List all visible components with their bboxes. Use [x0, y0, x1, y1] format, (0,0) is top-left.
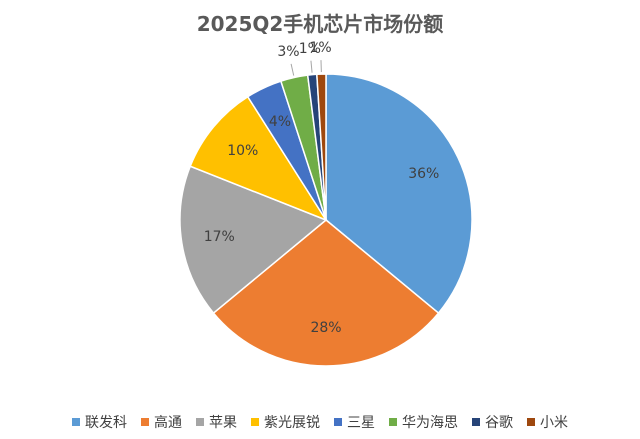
legend-label-2: 苹果 — [209, 415, 237, 431]
legend: 联发科 高通 苹果 紫光展锐 三星 华为海思 谷歌 小米 — [0, 412, 640, 432]
legend-swatch-0 — [72, 418, 80, 426]
legend-swatch-2 — [196, 418, 204, 426]
pie-slice-3 — [189, 95, 328, 222]
legend-item-3: 紫光展锐 — [251, 412, 320, 432]
leader-line-5 — [290, 63, 295, 76]
pie-slice-0 — [325, 73, 473, 315]
legend-item-4: 三星 — [334, 412, 375, 432]
data-label-0: 36% — [408, 166, 439, 182]
legend-swatch-1 — [141, 418, 149, 426]
legend-item-5: 华为海思 — [389, 412, 458, 432]
data-label-6: 1% — [299, 41, 321, 57]
legend-label-4: 三星 — [347, 415, 375, 431]
legend-swatch-5 — [389, 418, 397, 426]
legend-item-0: 联发科 — [72, 412, 127, 432]
legend-label-1: 高通 — [154, 415, 182, 431]
legend-label-0: 联发科 — [85, 415, 127, 431]
pie-slice-1 — [212, 219, 440, 367]
pie-slice-2 — [179, 165, 328, 315]
data-label-2: 17% — [204, 229, 235, 245]
legend-label-6: 谷歌 — [485, 415, 513, 431]
data-label-1: 28% — [310, 320, 341, 336]
legend-swatch-6 — [472, 418, 480, 426]
legend-item-2: 苹果 — [196, 412, 237, 432]
data-label-3: 10% — [227, 143, 258, 159]
legend-label-7: 小米 — [540, 415, 568, 431]
legend-item-6: 谷歌 — [472, 412, 513, 432]
legend-item-1: 高通 — [141, 412, 182, 432]
legend-item-7: 小米 — [527, 412, 568, 432]
legend-label-5: 华为海思 — [402, 415, 458, 431]
legend-swatch-3 — [251, 418, 259, 426]
chart-title: 2025Q2手机芯片市场份额 — [196, 12, 444, 36]
leader-line-6 — [310, 60, 313, 73]
data-label-5: 3% — [277, 44, 299, 60]
legend-swatch-4 — [334, 418, 342, 426]
data-label-7: 1% — [309, 40, 331, 56]
legend-label-3: 紫光展锐 — [264, 415, 320, 431]
legend-swatch-7 — [527, 418, 535, 426]
data-label-4: 4% — [269, 114, 291, 130]
pie-slice-7 — [316, 73, 327, 221]
